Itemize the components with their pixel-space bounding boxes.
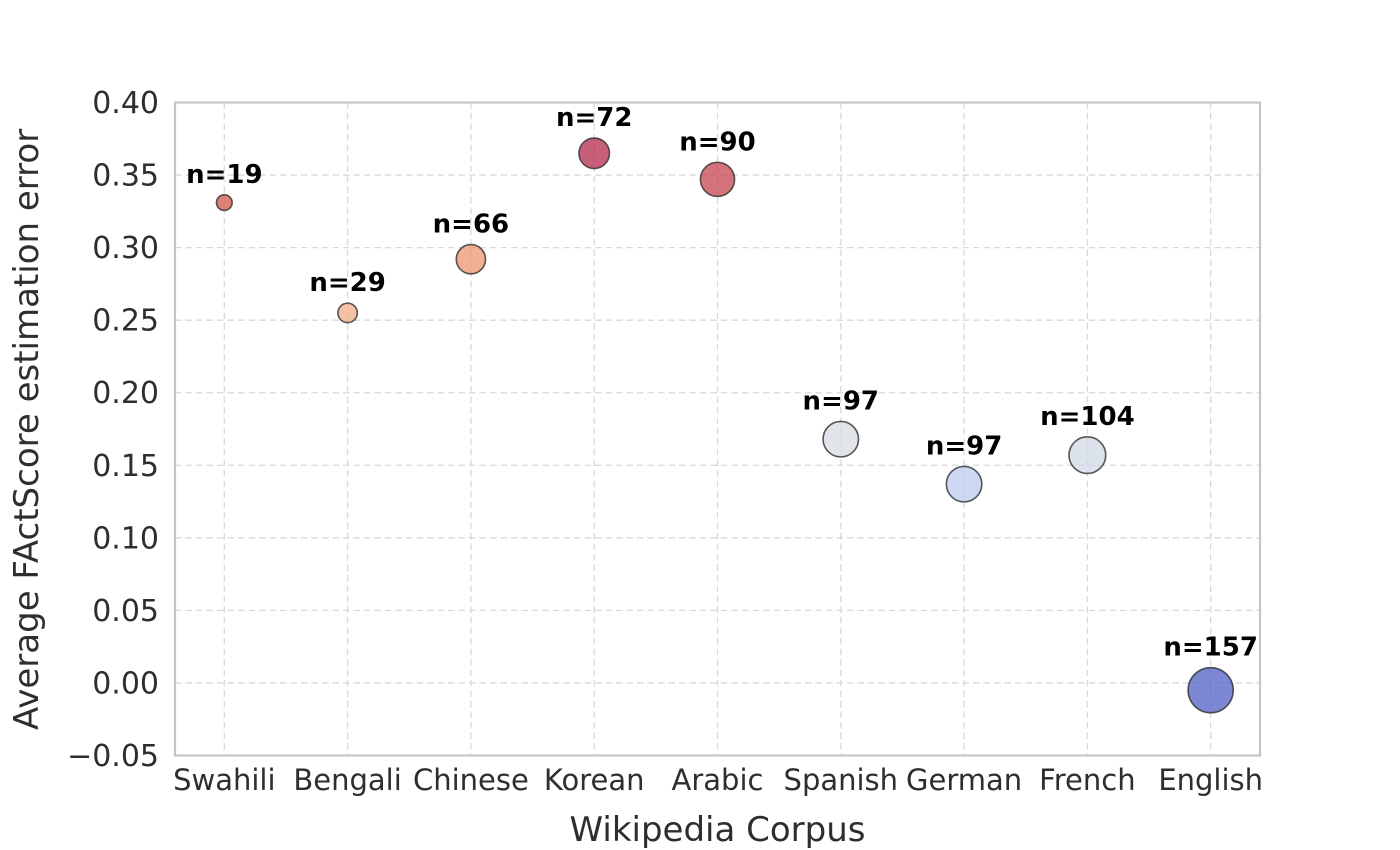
data-point-korean bbox=[578, 137, 611, 170]
y-tick-label-0.2: 0.20 bbox=[92, 376, 159, 411]
x-axis-title: Wikipedia Corpus bbox=[569, 810, 866, 850]
data-point-german bbox=[945, 465, 983, 503]
y-axis-title: Average FActScore estimation error bbox=[7, 128, 47, 730]
x-tick-label-swahili: Swahili bbox=[173, 763, 275, 797]
data-point-swahili bbox=[215, 193, 233, 212]
y-tick-label-0.1: 0.10 bbox=[92, 521, 159, 556]
data-point-chinese bbox=[455, 243, 487, 275]
y-tick-label-0.3: 0.30 bbox=[92, 231, 159, 266]
x-tick-label-korean: Korean bbox=[544, 763, 645, 797]
data-point-spanish bbox=[822, 420, 860, 458]
y-tick-label-0.25: 0.25 bbox=[92, 304, 159, 339]
point-annotation-spanish: n=97 bbox=[803, 386, 879, 416]
x-tick-label-german: German bbox=[906, 763, 1022, 797]
x-tick-label-chinese: Chinese bbox=[413, 763, 529, 797]
point-annotation-english: n=157 bbox=[1163, 633, 1258, 663]
y-tick-label-0.4: 0.40 bbox=[92, 86, 159, 121]
point-annotation-arabic: n=90 bbox=[679, 127, 755, 157]
data-point-english bbox=[1187, 666, 1235, 714]
point-annotation-swahili: n=19 bbox=[186, 160, 262, 190]
point-annotation-bengali: n=29 bbox=[309, 268, 385, 298]
data-point-french bbox=[1068, 435, 1107, 475]
y-tick-label--0.05: −0.05 bbox=[67, 739, 159, 774]
x-tick-label-english: English bbox=[1158, 763, 1263, 797]
x-tick-label-french: French bbox=[1039, 763, 1135, 797]
point-annotation-chinese: n=66 bbox=[433, 210, 509, 240]
y-tick-label-0.35: 0.35 bbox=[92, 159, 159, 194]
point-annotation-german: n=97 bbox=[926, 431, 1002, 461]
y-tick-label-0: 0.00 bbox=[92, 666, 159, 701]
point-annotation-french: n=104 bbox=[1040, 402, 1135, 432]
x-tick-label-spanish: Spanish bbox=[784, 763, 899, 797]
x-tick-label-arabic: Arabic bbox=[672, 763, 764, 797]
x-tick-label-bengali: Bengali bbox=[293, 763, 401, 797]
data-point-bengali bbox=[337, 302, 359, 324]
y-tick-label-0.15: 0.15 bbox=[92, 449, 159, 484]
y-tick-label-0.05: 0.05 bbox=[92, 594, 159, 629]
point-annotation-korean: n=72 bbox=[556, 103, 632, 133]
plot-border bbox=[173, 101, 1262, 757]
data-point-arabic bbox=[699, 161, 736, 198]
